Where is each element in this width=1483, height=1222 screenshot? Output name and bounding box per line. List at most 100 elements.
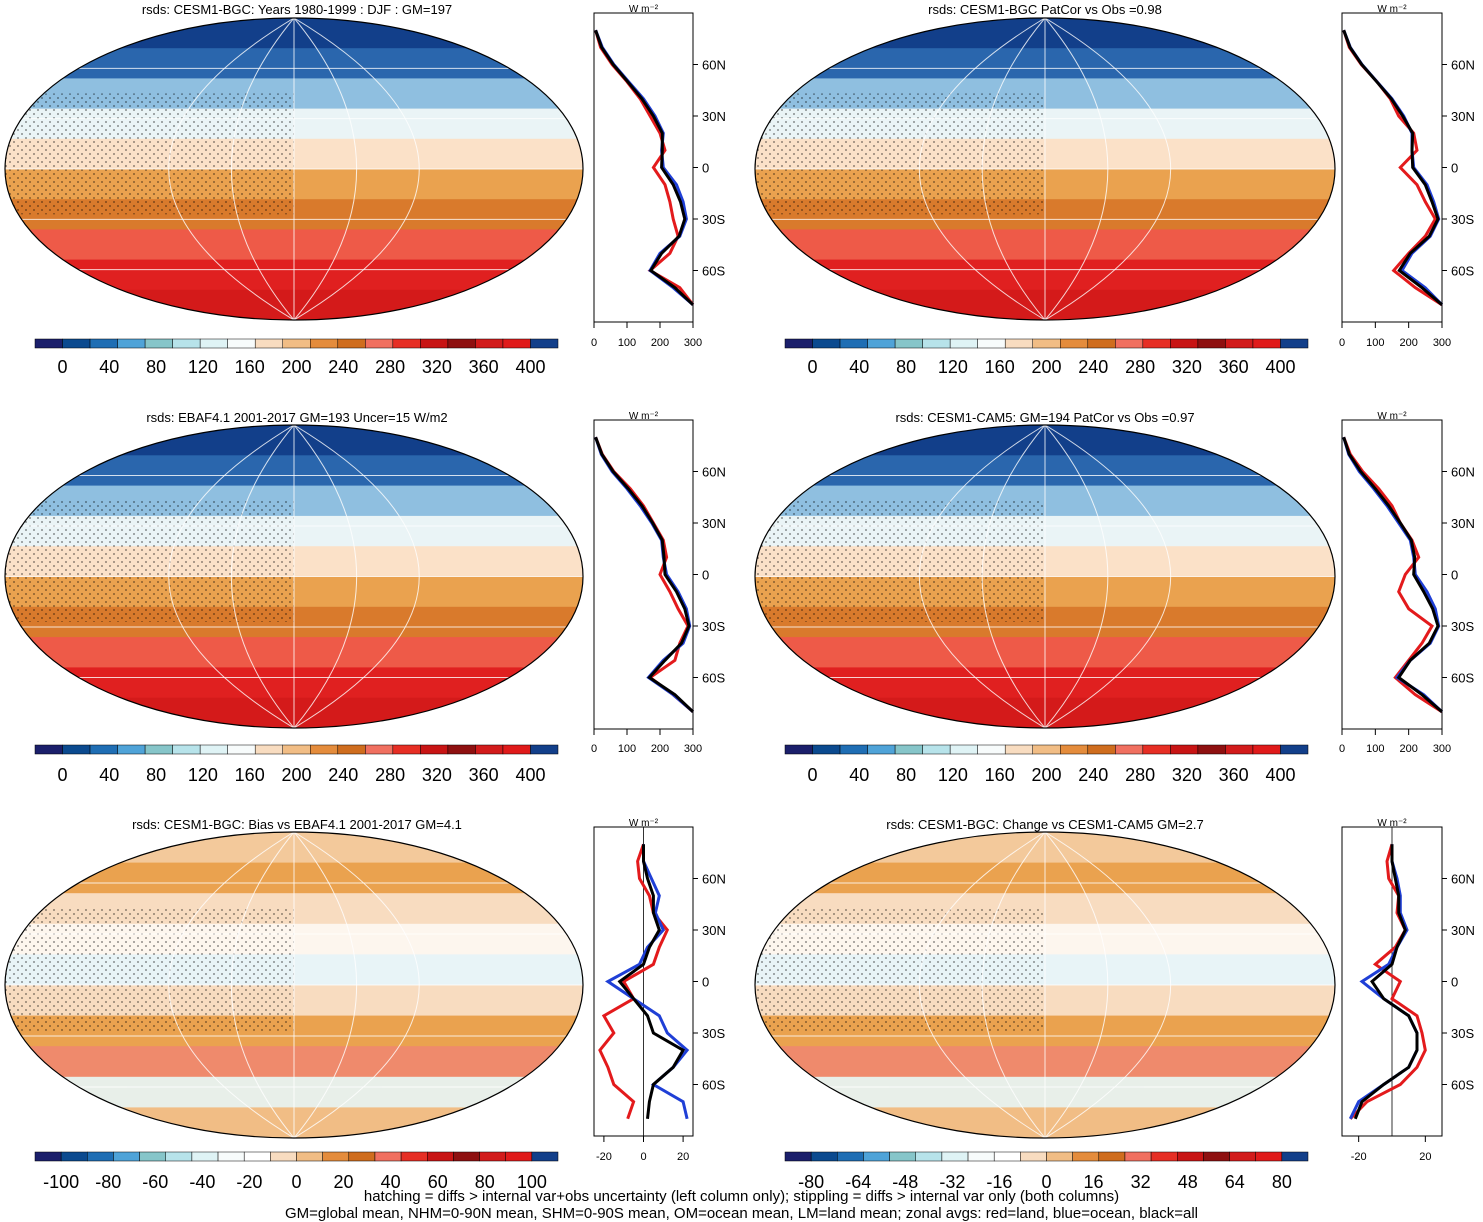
colorbar-tick-label: 80 — [146, 765, 166, 785]
colorbar-tick-label: 280 — [375, 357, 405, 377]
y-tick-label: 60S — [702, 671, 725, 686]
graticule-lon — [293, 425, 420, 728]
map-border — [754, 17, 1336, 321]
zonal-series-line — [617, 844, 686, 1119]
colorbar-tick-label: 360 — [1219, 765, 1249, 785]
map-border — [4, 17, 584, 321]
colorbar-tick-label: 400 — [515, 357, 545, 377]
colorbar-tick-label: 0 — [808, 765, 818, 785]
y-tick-label: 0 — [1451, 568, 1458, 583]
colorbar-swatch — [453, 1151, 480, 1162]
colorbar-swatch — [784, 744, 813, 755]
x-tick-label: 0 — [591, 337, 597, 349]
colorbar-swatch — [34, 744, 63, 755]
panel-title: rsds: EBAF4.1 2001-2017 GM=193 Uncer=15 … — [146, 410, 447, 425]
colorbar-swatch — [365, 338, 394, 349]
colorbar-swatch — [894, 744, 923, 755]
colorbar-tick-label: 40 — [381, 1172, 401, 1192]
colorbar-swatch — [217, 1151, 245, 1162]
x-tick-label: -20 — [596, 1151, 612, 1163]
colorbar-swatch — [374, 1151, 402, 1162]
zonal-units: W m⁻² — [1377, 818, 1407, 829]
panel-title: rsds: CESM1-BGC: Change vs CESM1-CAM5 GM… — [886, 817, 1204, 832]
colorbar-swatch — [922, 744, 951, 755]
y-tick-label: 60S — [702, 264, 725, 279]
colorbar-swatch — [993, 1151, 1021, 1162]
colorbar-swatch — [199, 338, 228, 349]
colorbar-swatch — [400, 1151, 428, 1162]
colorbar: -80 -64 -48 -32 -16 0 16 32 48 64 80 — [784, 1151, 1309, 1192]
colorbar-swatch — [227, 744, 256, 755]
colorbar-swatch — [165, 1151, 193, 1162]
colorbar-tick-label: -64 — [845, 1172, 871, 1192]
y-tick-label: 30S — [702, 619, 725, 634]
colorbar-tick-label: 40 — [99, 357, 119, 377]
colorbar-swatch — [117, 744, 146, 755]
panel-3: rsds: EBAF4.1 2001-2017 GM=193 Uncer=15 … — [4, 410, 726, 785]
colorbar-swatch — [365, 744, 394, 755]
map — [755, 425, 1335, 728]
colorbar-swatch — [867, 744, 896, 755]
colorbar-swatch — [254, 744, 283, 755]
colorbar-tick-label: 40 — [99, 765, 119, 785]
graticule-lon — [168, 425, 295, 728]
colorbar-swatch — [144, 744, 173, 755]
colorbar-swatch — [863, 1151, 890, 1162]
colorbar-swatch — [144, 338, 173, 349]
colorbar: 0 40 80 120 160 200 240 280 320 360 400 — [34, 338, 559, 377]
colorbar-swatch — [1142, 744, 1171, 755]
graticule-lon — [230, 18, 295, 320]
colorbar-swatch — [254, 338, 283, 349]
colorbar-tick-label: 280 — [1125, 357, 1155, 377]
colorbar-swatch — [447, 338, 476, 349]
colorbar-swatch — [60, 1151, 88, 1162]
y-tick-label: 0 — [1451, 161, 1458, 176]
colorbar-tick-label: 80 — [1272, 1172, 1292, 1192]
colorbar-swatch — [784, 1151, 812, 1162]
colorbar-swatch — [475, 338, 504, 349]
x-tick-label: 200 — [651, 743, 669, 755]
colorbar-swatch — [941, 1151, 969, 1162]
graticule-lon — [1044, 425, 1171, 728]
footer-note-legend: GM=global mean, NHM=0-90N mean, SHM=0-90… — [284, 1205, 1198, 1222]
colorbar-swatch — [1142, 338, 1171, 349]
colorbar-swatch — [1124, 1151, 1152, 1162]
colorbar-swatch — [505, 1151, 533, 1162]
zonal-plot: 60N 30N 0 30S 60S -20 0 20 W m⁻² — [593, 818, 726, 1163]
colorbar-swatch — [89, 744, 118, 755]
colorbar-swatch — [530, 338, 559, 349]
graticule-lon — [230, 832, 295, 1138]
colorbar: -100 -80 -60 -40 -20 0 20 40 60 80 100 — [34, 1151, 559, 1192]
colorbar-swatch — [1087, 744, 1116, 755]
colorbar-swatch — [1150, 1151, 1178, 1162]
zonal-plot: 60N 30N 0 30S 60S 0 100 200 300 W m⁻² — [591, 411, 726, 755]
x-tick-label: 0 — [591, 743, 597, 755]
colorbar-swatch — [977, 338, 1006, 349]
panel-1: rsds: CESM1-BGC: Years 1980-1999 : DJF :… — [4, 2, 726, 377]
x-tick-label: 100 — [1366, 743, 1384, 755]
zonal-series-line — [1342, 436, 1443, 713]
colorbar-swatch — [1032, 338, 1061, 349]
colorbar-tick-label: 20 — [334, 1172, 354, 1192]
colorbar-swatch — [502, 744, 531, 755]
x-tick-label: 200 — [1399, 337, 1417, 349]
stippling — [755, 908, 1045, 1031]
y-tick-label: 30N — [1451, 923, 1475, 938]
x-tick-label: -20 — [1351, 1151, 1367, 1163]
zonal-plot: 60N 30N 0 30S 60S -20 20 W m⁻² — [1341, 818, 1475, 1163]
zonal-units: W m⁻² — [629, 411, 659, 422]
colorbar-tick-label: 120 — [938, 357, 968, 377]
colorbar-tick-label: -60 — [142, 1172, 168, 1192]
colorbar-swatch — [348, 1151, 376, 1162]
graticule-lon — [293, 832, 358, 1138]
graticule-lon — [230, 425, 295, 728]
colorbar-tick-label: 200 — [281, 357, 311, 377]
x-tick-label: 300 — [1433, 337, 1451, 349]
colorbar-swatch — [1170, 744, 1199, 755]
colorbar-tick-label: 0 — [1041, 1172, 1051, 1192]
colorbar-swatch — [172, 744, 201, 755]
y-tick-label: 60N — [702, 872, 726, 887]
colorbar-tick-label: 60 — [428, 1172, 448, 1192]
colorbar-swatch — [34, 338, 63, 349]
